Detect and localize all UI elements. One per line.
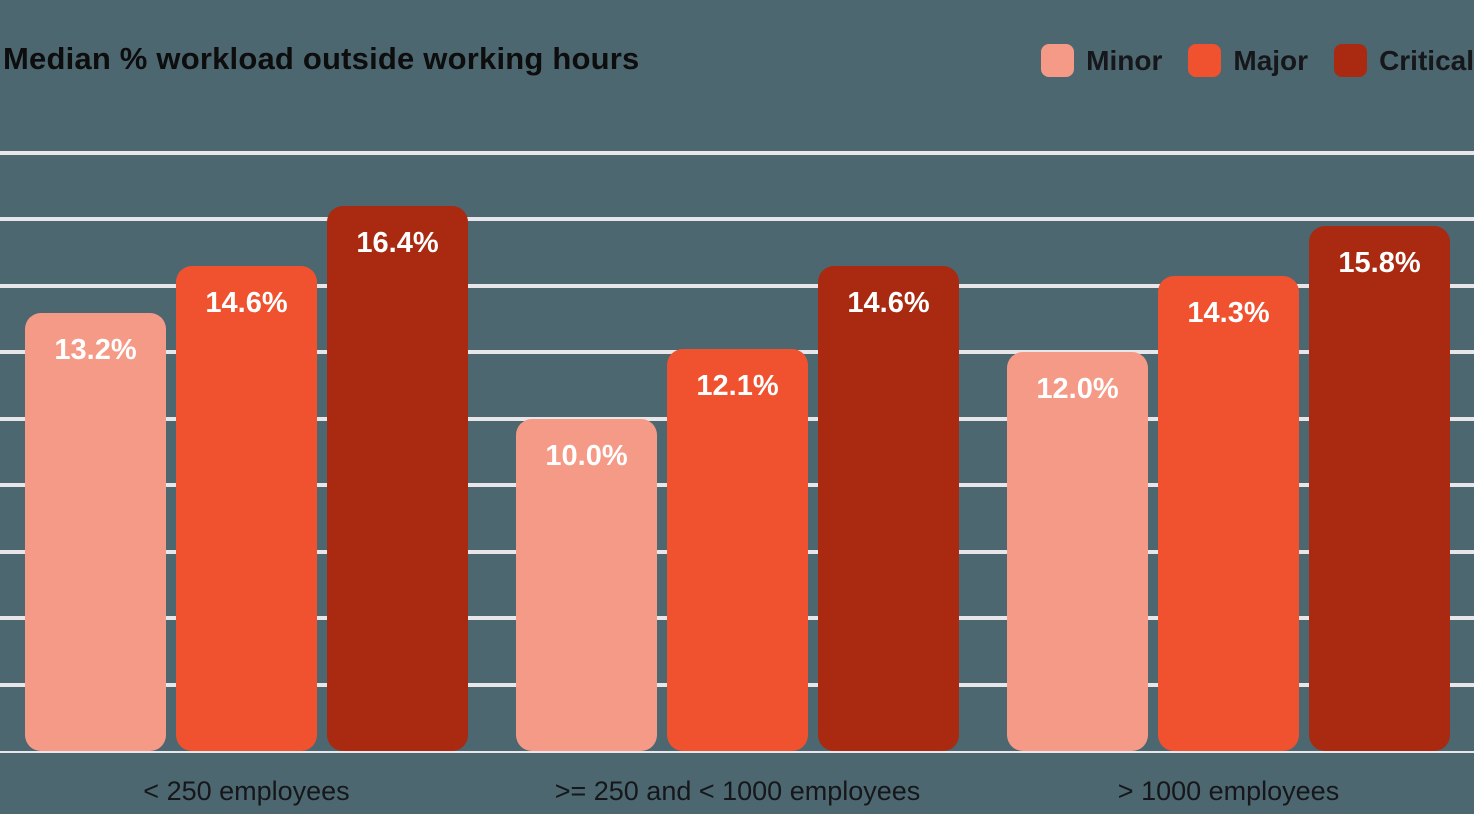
bar-value-label: 13.2% [54, 333, 137, 366]
bar-major-group3: 14.3% [1158, 275, 1299, 751]
bar-group-3: 12.0% 14.3% 15.8% > 1000 employees [1007, 226, 1450, 814]
bar-minor-group1: 13.2% [25, 312, 166, 751]
legend-item-minor: Minor [1041, 44, 1162, 77]
bar-group-2: 10.0% 12.1% 14.6% >= 250 and < 1000 employe… [516, 266, 959, 814]
category-label-1: < 250 employees [143, 776, 350, 806]
category-label-2: >= 250 and < 1000 employees [554, 776, 921, 806]
bar-critical-group1: 16.4% [327, 206, 468, 751]
bar-value-label: 12.1% [696, 370, 779, 402]
legend-item-major: Major [1188, 44, 1308, 77]
bar-group-1: 13.2% 14.6% 16.4% < 250 employees [25, 206, 468, 814]
category-label-3: > 1000 employees [1117, 776, 1340, 806]
legend-item-critical: Critical [1334, 44, 1474, 77]
page-title: Median % workload outside working hours [3, 41, 640, 76]
legend-swatch-critical-icon [1334, 44, 1368, 77]
bar-value-label: 14.6% [205, 287, 288, 319]
legend-swatch-major-icon [1188, 44, 1222, 77]
gridline-16pct [0, 217, 1474, 222]
bar-minor-group2: 10.0% [516, 418, 657, 751]
bar-groups: 13.2% 14.6% 16.4% < 250 employees 10.0% 12.1%… [25, 0, 1450, 814]
bar-critical-group3: 15.8% [1309, 226, 1450, 751]
bar-value-label: 14.3% [1187, 296, 1270, 329]
bar-value-label: 10.0% [545, 439, 628, 472]
gridline-14pct [0, 283, 1474, 288]
legend-label: Minor [1086, 44, 1163, 76]
group-bars-1: 13.2% 14.6% 16.4% [25, 206, 468, 751]
bar-value-label: 12.0% [1036, 373, 1119, 406]
bar-major-group1: 14.6% [176, 266, 317, 751]
bar-minor-group3: 12.0% [1007, 352, 1148, 751]
group-bars-2: 10.0% 12.1% 14.6% [516, 266, 959, 751]
bar-value-label: 16.4% [356, 227, 439, 260]
group-bars-3: 12.0% 14.3% 15.8% [1007, 226, 1450, 751]
legend-label: Critical [1379, 44, 1474, 76]
bar-value-label: 15.8% [1338, 247, 1421, 280]
bar-critical-group2: 14.6% [818, 266, 959, 751]
bar-major-group2: 12.1% [667, 349, 808, 751]
legend: Minor Major Critical [1041, 44, 1474, 77]
legend-swatch-minor-icon [1041, 44, 1075, 77]
legend-label: Major [1233, 44, 1309, 76]
bar-value-label: 14.6% [847, 287, 930, 319]
gridline-18pct [0, 151, 1474, 155]
x-axis-baseline [0, 751, 1474, 753]
